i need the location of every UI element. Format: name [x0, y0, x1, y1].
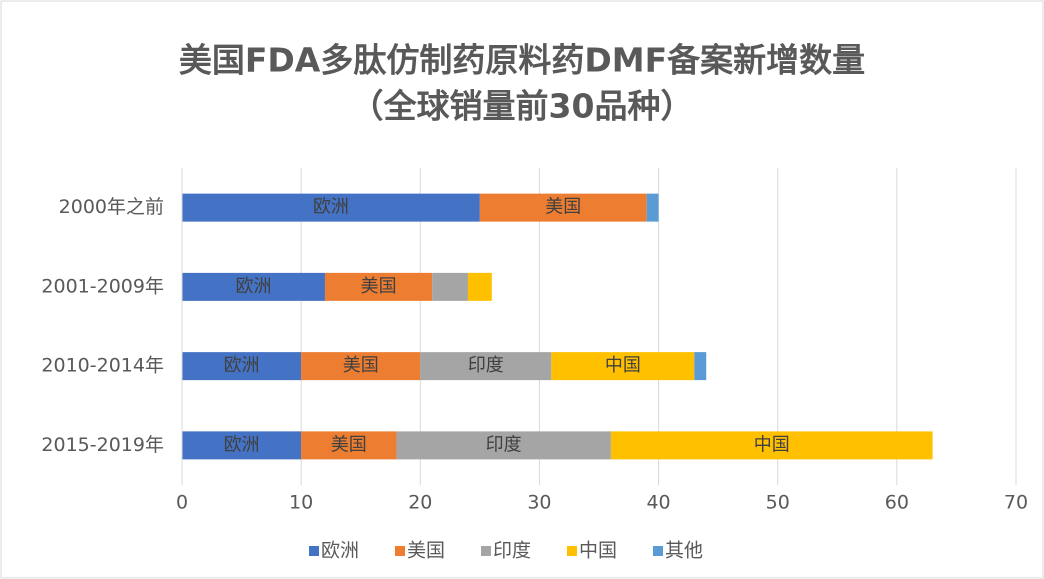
y-tick-label: 2015-2019年 [41, 434, 164, 456]
x-tick-label: 0 [176, 492, 188, 514]
bar-segment [182, 272, 325, 301]
x-tick-label: 10 [289, 492, 313, 514]
data-label: 欧洲 [235, 276, 271, 297]
data-label: 欧洲 [224, 434, 260, 455]
legend-label: 印度 [493, 540, 531, 562]
data-label: 中国 [605, 355, 641, 376]
x-tick-label: 30 [527, 492, 551, 514]
x-tick-label: 40 [646, 492, 670, 514]
data-label: 欧洲 [313, 197, 349, 218]
chart-title: 美国FDA多肽仿制药原料药DMF备案新增数量 [179, 41, 865, 80]
bar-segment [301, 352, 421, 381]
bar-segment [479, 193, 647, 222]
data-label: 美国 [545, 197, 581, 218]
legend-swatch [653, 546, 663, 556]
bar-segment [432, 272, 468, 301]
x-tick-label: 70 [1004, 492, 1028, 514]
x-tick-label: 50 [766, 492, 790, 514]
bar-segment [324, 272, 433, 301]
y-tick-label: 2001-2009年 [41, 275, 164, 297]
data-label: 印度 [486, 434, 522, 455]
bar-segment [182, 352, 302, 381]
data-label: 美国 [331, 434, 367, 455]
data-label: 中国 [754, 434, 790, 455]
legend-label: 欧洲 [321, 540, 359, 562]
chart-title: （全球销量前30品种） [351, 87, 694, 126]
y-tick-label: 2010-2014年 [41, 355, 164, 377]
bar-segment [396, 431, 611, 460]
y-tick-label: 2000年之前 [59, 196, 164, 218]
x-tick-label: 60 [885, 492, 909, 514]
bar-segment [182, 431, 302, 460]
data-label: 欧洲 [224, 355, 260, 376]
bar-segment [467, 272, 492, 301]
legend-label: 美国 [407, 540, 445, 562]
legend-swatch [567, 546, 577, 556]
data-label: 印度 [468, 355, 504, 376]
legend-swatch [481, 546, 491, 556]
legend-label: 其他 [665, 540, 703, 562]
bar-segment [646, 193, 659, 222]
bar-segment [420, 352, 552, 381]
bar-segment [694, 352, 707, 381]
bar-segment [551, 352, 695, 381]
data-label: 美国 [361, 276, 397, 297]
bar-segment [301, 431, 397, 460]
bar-segment [610, 431, 933, 460]
legend-swatch [395, 546, 405, 556]
bar-segment [182, 193, 480, 222]
legend-swatch [309, 546, 319, 556]
legend-label: 中国 [579, 540, 617, 562]
x-tick-label: 20 [408, 492, 432, 514]
data-label: 美国 [343, 355, 379, 376]
